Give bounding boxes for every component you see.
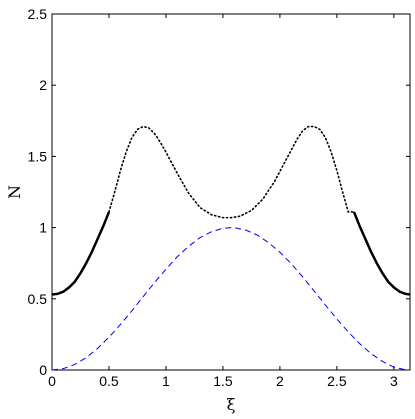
x-tick-label: 0.5 [99,373,119,389]
y-tick-label: 2.5 [28,6,48,22]
x-tick-labels: 0 0.5 1 1.5 2 2.5 3 [48,373,398,389]
series-line-3 [51,227,411,371]
tick-marks [51,13,410,371]
x-axis-label: ξ [227,395,236,414]
x-tick-label: 3 [390,373,398,389]
series-line-0 [51,211,111,296]
y-tick-labels: 0 0.5 1 1.5 2 2.5 [28,6,48,378]
series-line-1 [108,125,355,219]
x-tick-label: 2.5 [327,373,347,389]
y-tick-label: 0.5 [28,291,48,307]
plot-area [51,13,411,371]
y-tick-label: 1 [39,220,47,236]
x-tick-label: 1.5 [213,373,233,389]
series-layer [51,125,411,371]
series-line-2 [352,211,411,296]
x-tick-label: 1 [162,373,170,389]
y-tick-label: 1.5 [28,148,48,164]
x-tick-label: 0 [48,373,56,389]
y-tick-label: 2 [39,77,47,93]
y-axis-label: N [5,185,24,199]
y-tick-label: 0 [39,362,47,378]
x-tick-label: 2 [276,373,284,389]
